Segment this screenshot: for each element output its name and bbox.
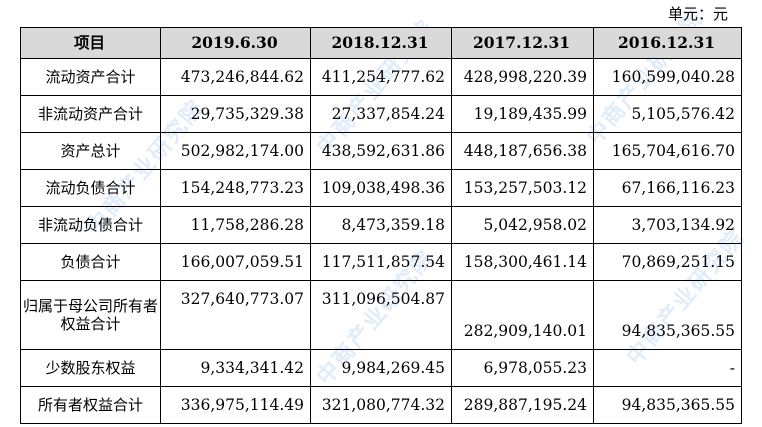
cell-value: 11,758,286.28 [160, 206, 311, 244]
cell-value: 321,080,774.32 [310, 386, 452, 424]
cell-value: 19,189,435.99 [451, 95, 594, 133]
table-row: 负债合计 166,007,059.51 117,511,857.54 158,3… [20, 243, 742, 281]
table-row: 非流动负债合计 11,758,286.28 8,473,359.18 5,042… [20, 206, 742, 244]
cell-value: 438,592,631.86 [310, 132, 452, 170]
cell-value: 160,599,040.28 [593, 58, 742, 96]
cell-value: - [593, 349, 742, 387]
cell-value: 94,835,365.55 [593, 280, 742, 350]
cell-value: 6,978,055.23 [451, 349, 594, 387]
table-row: 流动资产合计 473,246,844.62 411,254,777.62 428… [20, 58, 742, 96]
row-label: 资产总计 [20, 132, 161, 170]
cell-value: 5,042,958.02 [451, 206, 594, 244]
table-row: 非流动资产合计 29,735,329.38 27,337,854.24 19,1… [20, 95, 742, 133]
table-row: 少数股东权益 9,334,341.42 9,984,269.45 6,978,0… [20, 349, 742, 387]
table-row: 所有者权益合计 336,975,114.49 321,080,774.32 28… [20, 386, 742, 424]
row-label: 非流动资产合计 [20, 95, 161, 133]
row-label: 负债合计 [20, 243, 161, 281]
cell-value: 153,257,503.12 [451, 169, 594, 207]
cell-value: 327,640,773.07 [160, 280, 311, 350]
cell-value: 502,982,174.00 [160, 132, 311, 170]
cell-value: 94,835,365.55 [593, 386, 742, 424]
table-row: 资产总计 502,982,174.00 438,592,631.86 448,1… [20, 132, 742, 170]
header-2017-12-31: 2017.12.31 [451, 27, 594, 59]
row-label: 流动资产合计 [20, 58, 161, 96]
table-header-row: 项目 2019.6.30 2018.12.31 2017.12.31 2016.… [20, 27, 742, 59]
cell-value: 67,166,116.23 [593, 169, 742, 207]
unit-label: 单元：元 [667, 5, 728, 23]
cell-value: 158,300,461.14 [451, 243, 594, 281]
cell-value: 9,334,341.42 [160, 349, 311, 387]
cell-value: 70,869,251.15 [593, 243, 742, 281]
cell-value: 117,511,857.54 [310, 243, 452, 281]
cell-value: 289,887,195.24 [451, 386, 594, 424]
cell-value: 154,248,773.23 [160, 169, 311, 207]
header-2018-12-31: 2018.12.31 [310, 27, 452, 59]
cell-value: 336,975,114.49 [160, 386, 311, 424]
cell-value: 166,007,059.51 [160, 243, 311, 281]
table-row: 归属于母公司所有者权益合计 327,640,773.07 311,096,504… [20, 280, 742, 350]
row-label: 非流动负债合计 [20, 206, 161, 244]
cell-value: 282,909,140.01 [451, 280, 594, 350]
cell-value: 411,254,777.62 [310, 58, 452, 96]
cell-value: 109,038,498.36 [310, 169, 452, 207]
cell-value: 5,105,576.42 [593, 95, 742, 133]
cell-value: 165,704,616.70 [593, 132, 742, 170]
row-label: 所有者权益合计 [20, 386, 161, 424]
header-item: 项目 [20, 27, 161, 59]
cell-value: 448,187,656.38 [451, 132, 594, 170]
cell-value: 8,473,359.18 [310, 206, 452, 244]
cell-value: 473,246,844.62 [160, 58, 311, 96]
cell-value: 311,096,504.87 [310, 280, 452, 350]
row-label: 归属于母公司所有者权益合计 [20, 280, 161, 350]
financial-table: 项目 2019.6.30 2018.12.31 2017.12.31 2016.… [20, 27, 742, 424]
cell-value: 29,735,329.38 [160, 95, 311, 133]
cell-value: 3,703,134.92 [593, 206, 742, 244]
cell-value: 27,337,854.24 [310, 95, 452, 133]
header-2016-12-31: 2016.12.31 [593, 27, 742, 59]
table-row: 流动负债合计 154,248,773.23 109,038,498.36 153… [20, 169, 742, 207]
header-2019-6-30: 2019.6.30 [160, 27, 311, 59]
cell-value: 9,984,269.45 [310, 349, 452, 387]
cell-value: 428,998,220.39 [451, 58, 594, 96]
row-label: 流动负债合计 [20, 169, 161, 207]
row-label: 少数股东权益 [20, 349, 161, 387]
